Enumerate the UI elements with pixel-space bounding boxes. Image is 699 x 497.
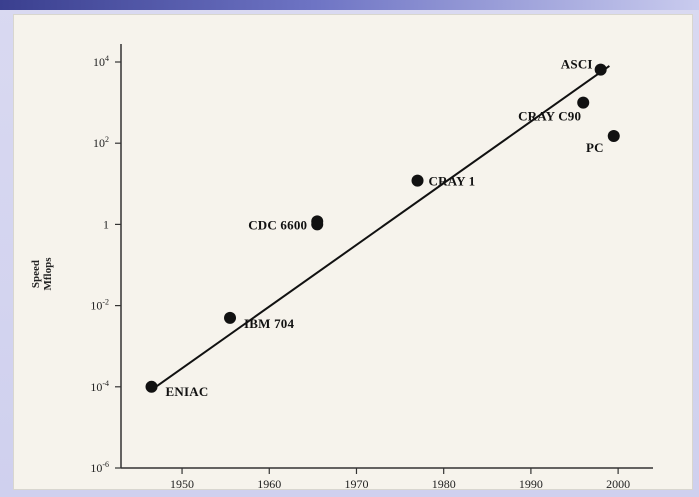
point-label: CRAY 1 bbox=[429, 174, 476, 189]
point-label: CDC 6600 bbox=[248, 217, 307, 232]
y-axis-label-line: Mflops bbox=[42, 257, 54, 291]
y-axis-label-line: Speed bbox=[30, 260, 42, 288]
x-ticks: 1950 1960 1970 1980 1990 2000 bbox=[170, 468, 630, 490]
chart-panel: 10-6 10-4 10-2 1 102 104 1950 1960 1970 1980 1990… bbox=[13, 14, 693, 490]
speed-chart: 10-6 10-4 10-2 1 102 104 1950 1960 1970 1980 1990… bbox=[30, 44, 653, 490]
x-tick-label: 1980 bbox=[432, 477, 456, 490]
x-tick-label: 1990 bbox=[519, 477, 543, 490]
x-tick-label: 1970 bbox=[344, 477, 368, 490]
trend-line bbox=[155, 65, 610, 388]
y-tick-label: 10-4 bbox=[90, 379, 109, 394]
point-label: ASCI bbox=[561, 57, 593, 72]
point-cray-c90 bbox=[577, 96, 590, 109]
point-asci bbox=[594, 63, 607, 76]
trend-line-group bbox=[155, 65, 610, 388]
y-tick-label: 10-6 bbox=[90, 460, 109, 475]
y-tick-label: 1 bbox=[103, 217, 109, 231]
y-axis-label: Speed Mflops bbox=[30, 257, 54, 291]
point-cray-1 bbox=[411, 174, 424, 187]
slide-top-bar bbox=[0, 0, 699, 10]
point-eniac bbox=[145, 380, 158, 393]
x-tick-label: 1950 bbox=[170, 477, 194, 490]
point-cdc-6600-overlap bbox=[311, 215, 324, 228]
point-label: PC bbox=[586, 140, 604, 155]
y-ticks: 10-6 10-4 10-2 1 102 104 bbox=[90, 54, 121, 475]
x-tick-label: 1960 bbox=[257, 477, 281, 490]
x-tick-label: 2000 bbox=[606, 477, 630, 490]
data-points: ENIAC IBM 704 CDC 6600 CRAY 1 CRAY C90 PC ASCI bbox=[145, 57, 620, 399]
point-label: CRAY C90 bbox=[518, 109, 581, 124]
point-label: IBM 704 bbox=[244, 316, 294, 331]
point-label: ENIAC bbox=[166, 384, 209, 399]
y-tick-label: 102 bbox=[93, 135, 109, 150]
point-pc bbox=[607, 130, 620, 143]
point-ibm-704 bbox=[224, 311, 237, 324]
y-tick-label: 10-2 bbox=[90, 298, 109, 313]
y-tick-label: 104 bbox=[93, 54, 109, 69]
